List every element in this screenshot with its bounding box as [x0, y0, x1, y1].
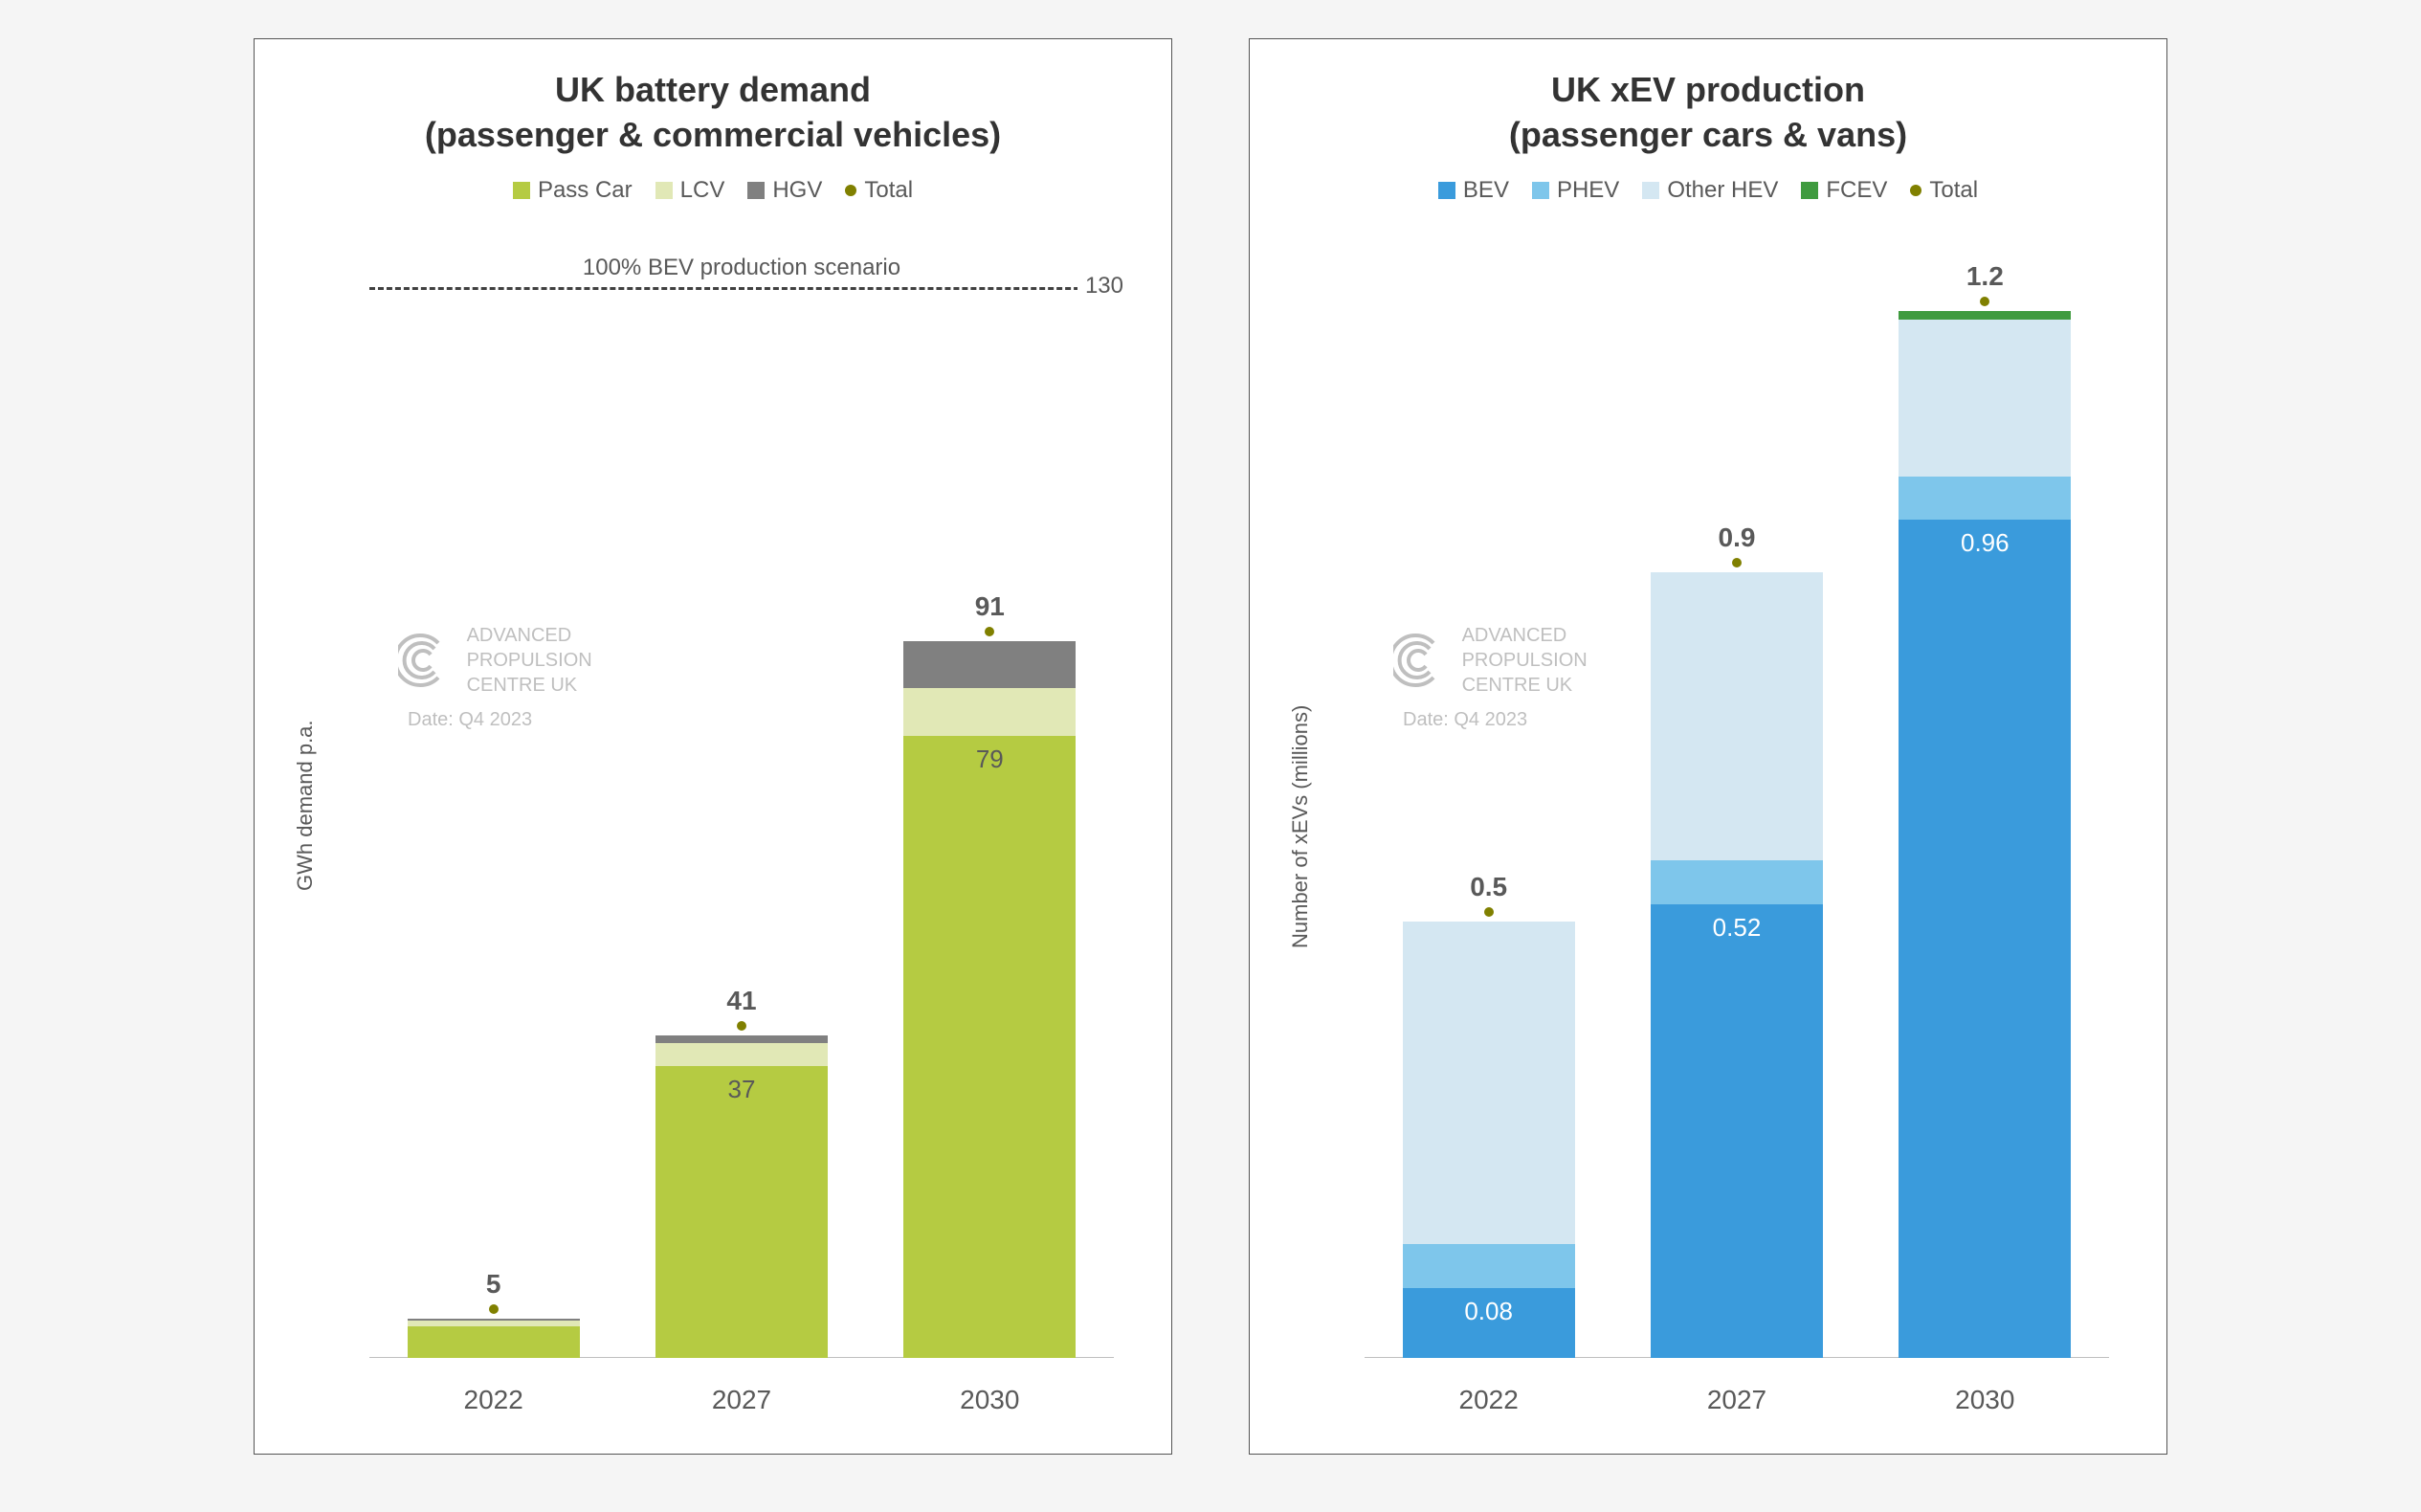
legend-label: Total — [1929, 177, 1978, 204]
chart1-scenario-label: 100% BEV production scenario — [369, 255, 1114, 281]
bar-segment-other_hev — [1899, 320, 2071, 477]
bar-segment-pass_car — [655, 1066, 828, 1358]
chart2-title-line2: (passenger cars & vans) — [1509, 115, 1907, 154]
bar-segment-bev — [1651, 904, 1823, 1358]
legend-swatch — [655, 182, 673, 199]
chart1-x-labels: 2022 2027 2030 — [369, 1385, 1114, 1415]
x-axis-tick-label: 2027 — [655, 1385, 828, 1415]
bar-total-dot — [737, 1021, 746, 1031]
legend-swatch — [1642, 182, 1659, 199]
legend-label: BEV — [1463, 177, 1509, 204]
legend-label: Pass Car — [538, 177, 633, 204]
x-axis-tick-label: 2030 — [1899, 1385, 2071, 1415]
bar-group: 0.90.52 — [1651, 572, 1823, 1358]
bar-group: 9179 — [903, 641, 1076, 1358]
chart1-title-line2: (passenger & commercial vehicles) — [425, 115, 1001, 154]
chart2-legend: BEV PHEV Other HEV FCEV Total — [1250, 177, 2166, 204]
bar-total-dot — [985, 627, 994, 636]
bar-total-label: 0.5 — [1403, 872, 1575, 902]
bar-segment-bev — [1899, 520, 2071, 1358]
bar-total-dot — [1484, 907, 1494, 917]
chart2-x-labels: 2022 2027 2030 — [1365, 1385, 2109, 1415]
legend-item: Total — [1910, 177, 1978, 204]
bar-inner-label: 37 — [655, 1075, 828, 1104]
legend-swatch — [513, 182, 530, 199]
bar-segment-hgv — [903, 641, 1076, 688]
legend-label: Total — [864, 177, 913, 204]
bar-total-label: 0.9 — [1651, 523, 1823, 553]
x-axis-tick-label: 2027 — [1651, 1385, 1823, 1415]
chart2-bars: 0.50.080.90.521.20.96 — [1365, 267, 2109, 1358]
bar-inner-label: 79 — [903, 745, 1076, 774]
bar-inner-label: 0.96 — [1899, 528, 2071, 558]
legend-label: Other HEV — [1667, 177, 1778, 204]
x-axis-tick-label: 2022 — [1403, 1385, 1575, 1415]
chart1-scenario: 100% BEV production scenario 130 — [369, 255, 1114, 290]
legend-swatch — [1910, 185, 1921, 196]
legend-label: LCV — [680, 177, 725, 204]
bar-inner-label: 0.52 — [1651, 913, 1823, 943]
legend-swatch — [845, 185, 856, 196]
chart2-title-line1: UK xEV production — [1551, 70, 1865, 109]
bar-total-dot — [1732, 558, 1742, 567]
legend-label: PHEV — [1557, 177, 1619, 204]
bar-total-label: 91 — [903, 591, 1076, 622]
bar-total-label: 41 — [655, 986, 828, 1016]
bar-total-dot — [489, 1304, 499, 1314]
legend-label: HGV — [772, 177, 822, 204]
bar-total-dot — [1980, 297, 1989, 306]
legend-item: LCV — [655, 177, 725, 204]
bar-segment-lcv — [655, 1043, 828, 1067]
bar-segment-phev — [1899, 477, 2071, 521]
bar-inner-label: 0.08 — [1403, 1297, 1575, 1326]
bar-group: 1.20.96 — [1899, 311, 2071, 1358]
xev-production-chart: UK xEV production (passenger cars & vans… — [1249, 38, 2167, 1455]
bar-total-label: 1.2 — [1899, 261, 2071, 292]
chart1-legend: Pass Car LCV HGV Total — [255, 177, 1171, 204]
bar-segment-other_hev — [1651, 572, 1823, 860]
chart1-title-line1: UK battery demand — [555, 70, 871, 109]
bar-group: 0.50.08 — [1403, 922, 1575, 1358]
legend-item: Pass Car — [513, 177, 633, 204]
legend-swatch — [747, 182, 765, 199]
bar-group: 4137 — [655, 1035, 828, 1358]
legend-item: FCEV — [1801, 177, 1887, 204]
bar-segment-phev — [1651, 860, 1823, 904]
legend-item: HGV — [747, 177, 822, 204]
bar-group: 5 — [408, 1319, 580, 1358]
chart1-scenario-line: 130 — [369, 287, 1114, 290]
legend-swatch — [1438, 182, 1455, 199]
legend-swatch — [1532, 182, 1549, 199]
legend-label: FCEV — [1826, 177, 1887, 204]
bar-segment-lcv — [903, 688, 1076, 735]
bar-segment-other_hev — [1403, 922, 1575, 1244]
chart2-y-axis-label: Number of xEVs (millions) — [1288, 705, 1313, 948]
chart1-scenario-value: 130 — [1077, 273, 1123, 300]
chart1-bars: 541379179 — [369, 334, 1114, 1358]
bar-segment-pass_car — [903, 736, 1076, 1358]
legend-item: Total — [845, 177, 913, 204]
chart1-plot-area: 541379179 — [369, 334, 1114, 1358]
battery-demand-chart: UK battery demand (passenger & commercia… — [254, 38, 1172, 1455]
bar-segment-pass_car — [408, 1326, 580, 1358]
x-axis-tick-label: 2022 — [408, 1385, 580, 1415]
chart2-plot-area: 0.50.080.90.521.20.96 — [1365, 267, 2109, 1358]
chart1-title: UK battery demand (passenger & commercia… — [255, 68, 1171, 158]
bar-segment-hgv — [655, 1035, 828, 1043]
x-axis-tick-label: 2030 — [903, 1385, 1076, 1415]
legend-item: PHEV — [1532, 177, 1619, 204]
chart1-y-axis-label: GWh demand p.a. — [293, 720, 318, 891]
bar-segment-fcev — [1899, 311, 2071, 320]
bar-segment-phev — [1403, 1244, 1575, 1288]
legend-swatch — [1801, 182, 1818, 199]
legend-item: BEV — [1438, 177, 1509, 204]
chart2-title: UK xEV production (passenger cars & vans… — [1250, 68, 2166, 158]
legend-item: Other HEV — [1642, 177, 1778, 204]
bar-total-label: 5 — [408, 1269, 580, 1300]
